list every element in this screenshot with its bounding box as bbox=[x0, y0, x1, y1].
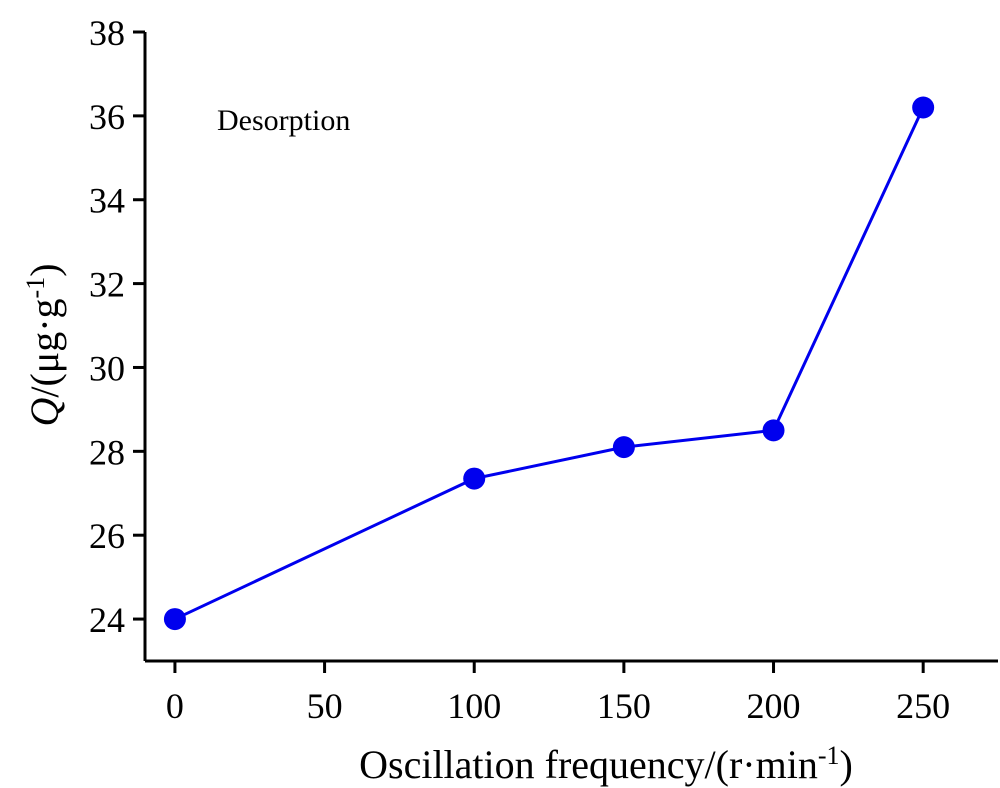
y-tick-label: 28 bbox=[89, 432, 125, 472]
data-point bbox=[163, 608, 186, 631]
y-tick-label: 32 bbox=[89, 265, 125, 305]
annotation-desorption: Desorption bbox=[217, 104, 350, 137]
y-axis-title-var: Q bbox=[22, 398, 67, 427]
x-tick-label: 0 bbox=[166, 686, 184, 726]
y-tick-label: 34 bbox=[89, 181, 125, 221]
y-tick-label: 30 bbox=[89, 348, 125, 388]
y-tick-label: 36 bbox=[89, 97, 125, 137]
series-line bbox=[174, 106, 925, 621]
axes bbox=[143, 32, 998, 663]
x-tick-label: 250 bbox=[896, 686, 950, 726]
x-axis-title-close: ) bbox=[840, 742, 853, 787]
x-tick-label: 100 bbox=[447, 686, 501, 726]
x-tick-label: 50 bbox=[307, 686, 343, 726]
y-tick-label: 38 bbox=[89, 13, 125, 53]
data-point bbox=[612, 436, 635, 459]
y-axis-title: Q/(μg·g-1) bbox=[21, 263, 68, 426]
y-axis-title-sup: -1 bbox=[21, 277, 50, 299]
y-tick-label: 24 bbox=[89, 600, 125, 640]
x-tick-label: 150 bbox=[597, 686, 651, 726]
series-layer bbox=[163, 96, 935, 631]
x-ticks: 0 50 100 150 200 250 bbox=[166, 661, 950, 726]
x-tick-label: 200 bbox=[747, 686, 801, 726]
x-axis-title-main: Oscillation frequency/(r·min bbox=[359, 742, 818, 787]
x-axis-title: Oscillation frequency/(r·min-1) bbox=[359, 741, 853, 788]
y-ticks: 24 26 28 30 32 34 36 38 bbox=[89, 13, 145, 640]
data-point bbox=[463, 467, 486, 490]
data-point bbox=[912, 96, 935, 119]
x-axis-title-sup: -1 bbox=[818, 741, 840, 770]
data-point bbox=[762, 419, 785, 442]
y-axis-title-close: ) bbox=[22, 263, 67, 276]
y-tick-label: 26 bbox=[89, 516, 125, 556]
y-axis-title-unit: /(μg·g bbox=[22, 298, 67, 397]
